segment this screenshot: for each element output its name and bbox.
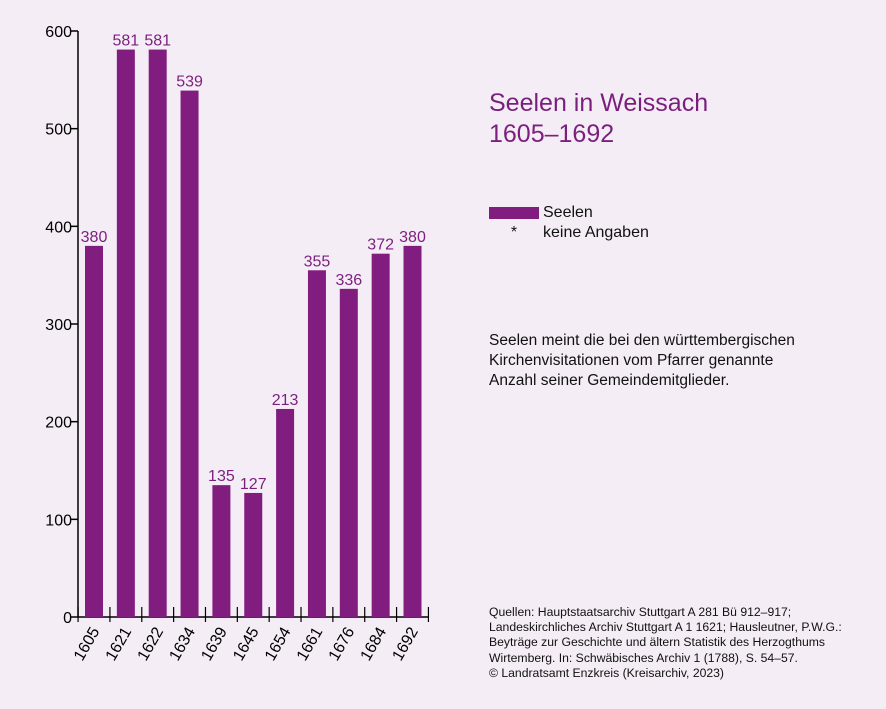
bars-group — [85, 49, 422, 618]
bar-1634 — [180, 90, 199, 618]
x-tick-label-1684: 1684 — [358, 624, 391, 663]
sources-line: Quellen: Hauptstaatsarchiv Stuttgart A 2… — [489, 605, 792, 619]
explanatory-note: Seelen meint die bei den württembergisch… — [489, 331, 849, 391]
x-axis: 1605 1621 1622 1634 1639 1645 1654 1661 1676 1684… — [71, 607, 430, 664]
data-label-1605: 380 — [81, 229, 108, 246]
x-tick-label-1661: 1661 — [294, 624, 327, 663]
data-label-1676: 336 — [335, 272, 362, 289]
chart-title-line2: 1605–1692 — [489, 120, 615, 148]
data-label-1645: 127 — [240, 476, 267, 493]
y-axis: 0 100 200 300 400 500 600 — [45, 24, 79, 627]
legend-item-seelen: Seelen — [489, 203, 649, 223]
data-label-1622: 581 — [144, 33, 171, 50]
x-tick-label-1634: 1634 — [166, 624, 199, 663]
bar-1684 — [371, 253, 390, 617]
x-tick-label-1622: 1622 — [135, 624, 168, 663]
note-line: Kirchenvisitationen vom Pfarrer genannte — [489, 352, 774, 369]
legend-item-no-data: * keine Angaben — [489, 223, 649, 243]
bar-1621 — [116, 49, 135, 618]
data-label-1684: 372 — [367, 237, 394, 254]
legend-swatch — [489, 207, 539, 219]
data-label-1692: 380 — [399, 229, 426, 246]
x-tick-label-1676: 1676 — [326, 624, 359, 663]
chart-title-line1: Seelen in Weissach — [489, 89, 709, 117]
copyright-line: © Landratsamt Enzkreis (Kreisarchiv, 202… — [489, 665, 724, 680]
y-tick-label: 200 — [45, 415, 72, 432]
bar-1645 — [244, 492, 263, 617]
asterisk-icon: * — [510, 224, 518, 241]
legend-label-no-data: keine Angaben — [543, 224, 649, 241]
data-label-1634: 539 — [176, 74, 203, 91]
note-line: Anzahl seiner Gemeindemitglieder. — [489, 372, 730, 389]
legend-label-seelen: Seelen — [543, 204, 593, 221]
bar-1639 — [212, 485, 231, 617]
x-tick-label-1645: 1645 — [230, 624, 263, 663]
sources-line: Landeskirchliches Archiv Stuttgart A 1 1… — [489, 620, 842, 635]
bar-1654 — [276, 408, 295, 617]
x-tick-label-1692: 1692 — [389, 624, 422, 663]
x-tick-label-1605: 1605 — [71, 624, 104, 663]
y-tick-label: 600 — [45, 24, 72, 41]
x-tick-label-1639: 1639 — [198, 624, 231, 663]
bar-1661 — [307, 270, 326, 617]
data-label-1639: 135 — [208, 468, 235, 485]
chart-title: Seelen in Weissach 1605–1692 — [489, 88, 708, 150]
sources-line: Wirtemberg. In: Schwäbisches Archiv 1 (1… — [489, 650, 798, 665]
data-label-1654: 213 — [272, 392, 299, 409]
bar-1622 — [148, 49, 167, 618]
sources-note: Quellen: Hauptstaatsarchiv Stuttgart A 2… — [489, 605, 842, 681]
data-label-1621: 581 — [112, 33, 139, 50]
data-label-1661: 355 — [304, 253, 331, 270]
y-tick-label: 500 — [45, 122, 72, 139]
y-tick-label: 300 — [45, 317, 72, 334]
sources-line: Beyträge zur Geschichte und ältern Stati… — [489, 635, 825, 650]
bar-1605 — [85, 245, 103, 617]
bar-1692 — [403, 245, 422, 617]
x-tick-label-1621: 1621 — [103, 624, 136, 663]
y-tick-label: 400 — [45, 219, 72, 236]
y-tick-label: 100 — [45, 512, 72, 529]
bar-1676 — [339, 288, 358, 617]
x-tick-label-1654: 1654 — [262, 624, 295, 663]
legend: Seelen * keine Angaben — [489, 203, 649, 243]
y-tick-label: 0 — [63, 610, 72, 627]
note-line: Seelen meint die bei den württembergisch… — [489, 332, 795, 349]
